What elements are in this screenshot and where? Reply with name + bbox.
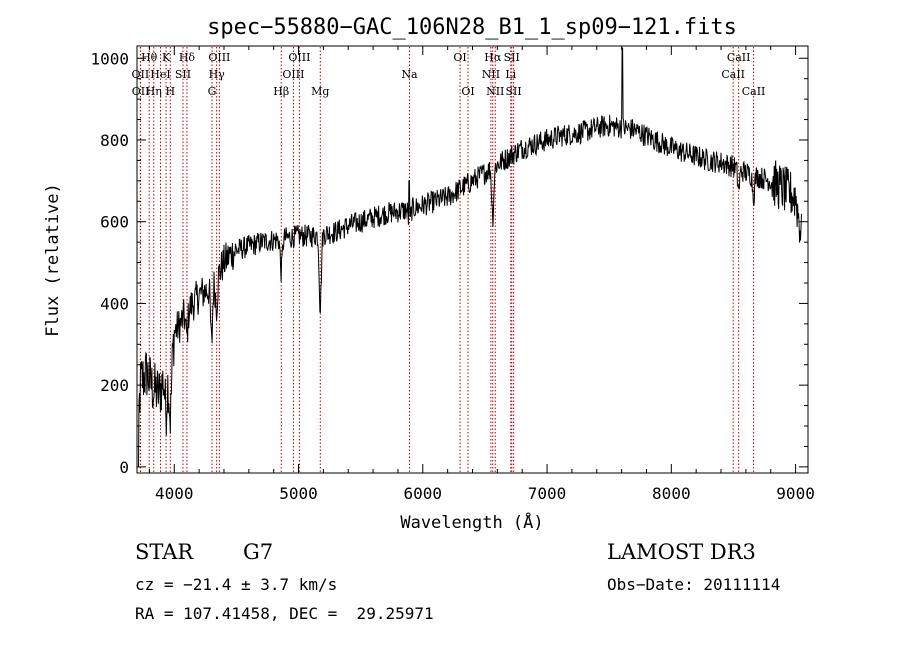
coordinates: RA = 107.41458, DEC = 29.25971 (135, 604, 434, 623)
line-marker-label: CaII (721, 68, 745, 81)
x-tick-label: 6000 (404, 484, 443, 503)
observation-date: Obs−Date: 20111114 (607, 575, 781, 594)
line-marker-label: NII (482, 68, 500, 81)
line-marker-label: G (208, 85, 217, 98)
y-tick-label: 600 (100, 213, 129, 232)
survey-name: LAMOST DR3 (607, 540, 756, 564)
y-tick-label: 200 (100, 376, 129, 395)
spectrum-line (137, 47, 802, 468)
line-marker-label: H (166, 85, 176, 98)
line-marker-label: Na (401, 68, 418, 81)
line-marker-label: Hβ (273, 85, 289, 98)
line-marker-label: OI (461, 85, 474, 98)
line-marker-label: NII (486, 85, 504, 98)
line-marker-label: OI (453, 51, 466, 64)
line-marker-label: Hα (484, 51, 502, 64)
line-marker-label: HeI (150, 68, 170, 81)
x-tick-label: 5000 (279, 484, 318, 503)
line-marker-label: OII (131, 68, 149, 81)
y-tick-label: 400 (100, 294, 129, 313)
line-marker-label: CaII (742, 85, 766, 98)
line-marker-label: SII (175, 68, 191, 81)
line-marker-label: Li (505, 68, 516, 81)
y-tick-label: 800 (100, 131, 129, 150)
axis-ticks-group: 4000 5000 6000 7000 8000 9000 0 200 400 600 800 100… (90, 46, 815, 503)
line-marker-label: OII (132, 85, 150, 98)
x-tick-label: 4000 (155, 484, 194, 503)
line-marker-label: CaII (727, 51, 751, 64)
plot-frame (136, 45, 809, 474)
x-axis-label: Wavelength (Å) (400, 511, 543, 533)
subclass: G7 (243, 540, 274, 564)
x-tick-label: 8000 (652, 484, 691, 503)
line-marker-label: OIII (288, 51, 310, 64)
chart-title: spec−55880−GAC_106N28_B1_1_sp09−121.fits (207, 15, 737, 40)
x-tick-label: 7000 (528, 484, 567, 503)
line-marker-label: SII (504, 51, 520, 64)
line-marker-label: Hγ (209, 68, 226, 81)
y-axis-label: Flux (relative) (43, 183, 63, 337)
line-marker-label: OIII (282, 68, 304, 81)
object-class: STAR (135, 540, 194, 564)
line-marker-label: OIII (208, 51, 230, 64)
line-marker-label: Hθ (141, 51, 158, 64)
line-marker-label: Mg (311, 85, 329, 98)
y-tick-label: 1000 (90, 49, 129, 68)
line-marker-label: Hδ (179, 51, 196, 64)
redshift-velocity: cz = −21.4 ± 3.7 km/s (135, 575, 338, 594)
y-tick-label: 0 (119, 458, 129, 477)
x-tick-label: 9000 (776, 484, 815, 503)
line-marker-label: Hη (146, 85, 162, 98)
line-marker-label: K (162, 51, 171, 64)
line-marker-label: SII (506, 85, 522, 98)
